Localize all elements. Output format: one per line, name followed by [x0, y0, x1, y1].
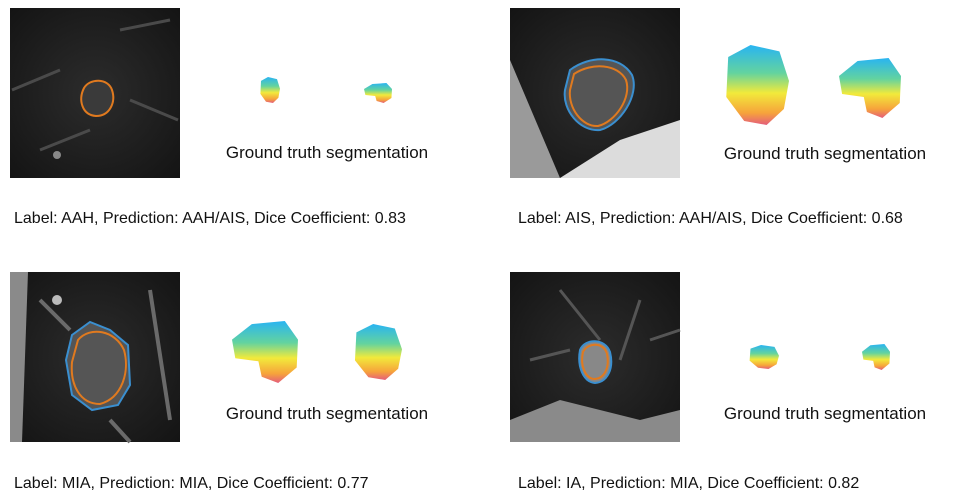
- vessel: [53, 151, 61, 159]
- view-label: Ground truth segmentation: [724, 144, 926, 163]
- nodule-3d: [354, 324, 402, 380]
- chest-wall: [10, 272, 28, 442]
- view-label: Ground truth segmentation: [226, 143, 428, 162]
- chest-wall: [510, 60, 560, 178]
- caption: Label: AIS, Prediction: AAH/AIS, Dice Co…: [518, 210, 903, 227]
- contour: [581, 343, 609, 381]
- panel: Ground truth segmentation Label: AAH, Pr…: [10, 8, 428, 227]
- contour: [80, 79, 115, 118]
- caption: Label: AAH, Prediction: AAH/AIS, Dice Co…: [14, 210, 406, 227]
- vessel: [11, 18, 179, 152]
- vessel: [52, 295, 62, 305]
- caption: Label: MIA, Prediction: MIA, Dice Coeffi…: [14, 475, 369, 491]
- panel: Ground truth segmentation Label: MIA, Pr…: [10, 272, 428, 491]
- panel: Ground truth segmentation Label: AIS, Pr…: [510, 8, 926, 227]
- view-label: Ground truth segmentation: [226, 404, 428, 423]
- contour: [568, 65, 629, 128]
- vessel: [529, 289, 681, 362]
- nodule-3d: [726, 45, 789, 125]
- nodule-3d: [862, 344, 890, 370]
- nodule-3d: [260, 77, 280, 103]
- vessel: [38, 289, 172, 444]
- contour: [578, 340, 613, 385]
- nodule-3d: [839, 58, 901, 118]
- nodule-3d: [364, 83, 392, 103]
- nodule-3d: [232, 321, 298, 383]
- contour: [563, 58, 635, 132]
- contour: [70, 330, 127, 406]
- contour: [64, 320, 132, 412]
- chest-wall: [510, 400, 680, 442]
- caption: Label: IA, Prediction: MIA, Dice Coeffic…: [518, 475, 859, 491]
- bone: [560, 120, 680, 178]
- view-label: Ground truth segmentation: [724, 404, 926, 423]
- panel: Ground truth segmentation Label: IA, Pre…: [510, 272, 926, 491]
- nodule-3d: [749, 345, 779, 369]
